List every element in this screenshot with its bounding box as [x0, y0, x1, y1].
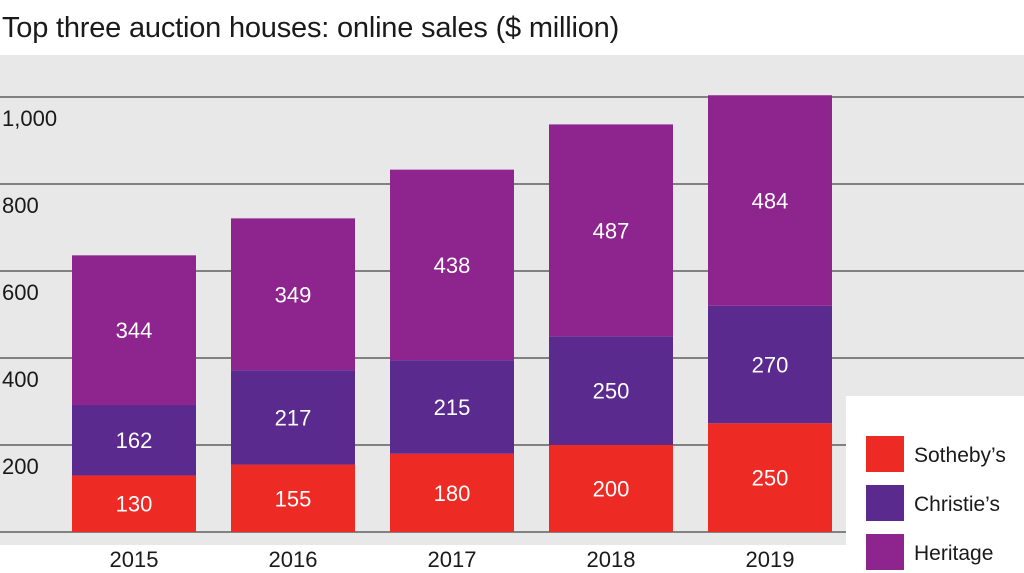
legend-swatch	[866, 485, 904, 521]
bar-segment	[708, 95, 832, 306]
data-label: 344	[116, 318, 153, 343]
bar-segment	[708, 305, 832, 424]
bar-segment	[390, 169, 514, 361]
x-tick-label: 2015	[110, 547, 159, 572]
legend-label: Sotheby’s	[914, 444, 1006, 467]
bar-segment	[549, 336, 673, 445]
legend-label: Christie’s	[914, 493, 1000, 516]
data-label: 250	[752, 466, 789, 491]
data-label: 349	[275, 282, 312, 307]
data-label: 200	[593, 477, 630, 502]
bar-segment	[72, 404, 196, 476]
data-label: 250	[593, 379, 630, 404]
data-label: 217	[275, 405, 312, 430]
legend-swatch	[866, 534, 904, 570]
data-label: 130	[116, 492, 153, 517]
bar-segment	[549, 445, 673, 532]
legend-swatch	[866, 436, 904, 472]
bar-segment	[231, 464, 355, 532]
y-tick-label: 800	[2, 193, 39, 218]
y-tick-label: 400	[2, 367, 39, 392]
data-label: 484	[752, 189, 789, 214]
bar-segment	[231, 370, 355, 465]
data-label: 270	[752, 353, 789, 378]
bar-segment	[72, 475, 196, 532]
bar-segment	[708, 423, 832, 532]
bar-segment	[390, 453, 514, 532]
chart-title: Top three auction houses: online sales (…	[2, 12, 620, 44]
x-tick-label: 2018	[587, 547, 636, 572]
bar-segment	[72, 255, 196, 405]
data-label: 180	[434, 481, 471, 506]
x-tick-label: 2017	[428, 547, 477, 572]
y-tick-label: 600	[2, 280, 39, 305]
data-label: 438	[434, 253, 471, 278]
data-label: 162	[116, 428, 153, 453]
x-tick-label: 2019	[746, 547, 795, 572]
bar-segment	[390, 360, 514, 454]
y-tick-label: 1,000	[2, 106, 57, 131]
data-label: 487	[593, 218, 630, 243]
data-label: 215	[434, 395, 471, 420]
x-tick-label: 2016	[269, 547, 318, 572]
y-tick-label: 200	[2, 454, 39, 479]
data-label: 155	[275, 486, 312, 511]
bar-segment	[231, 218, 355, 371]
legend-label: Heritage	[914, 542, 993, 565]
bar-segment	[549, 124, 673, 337]
